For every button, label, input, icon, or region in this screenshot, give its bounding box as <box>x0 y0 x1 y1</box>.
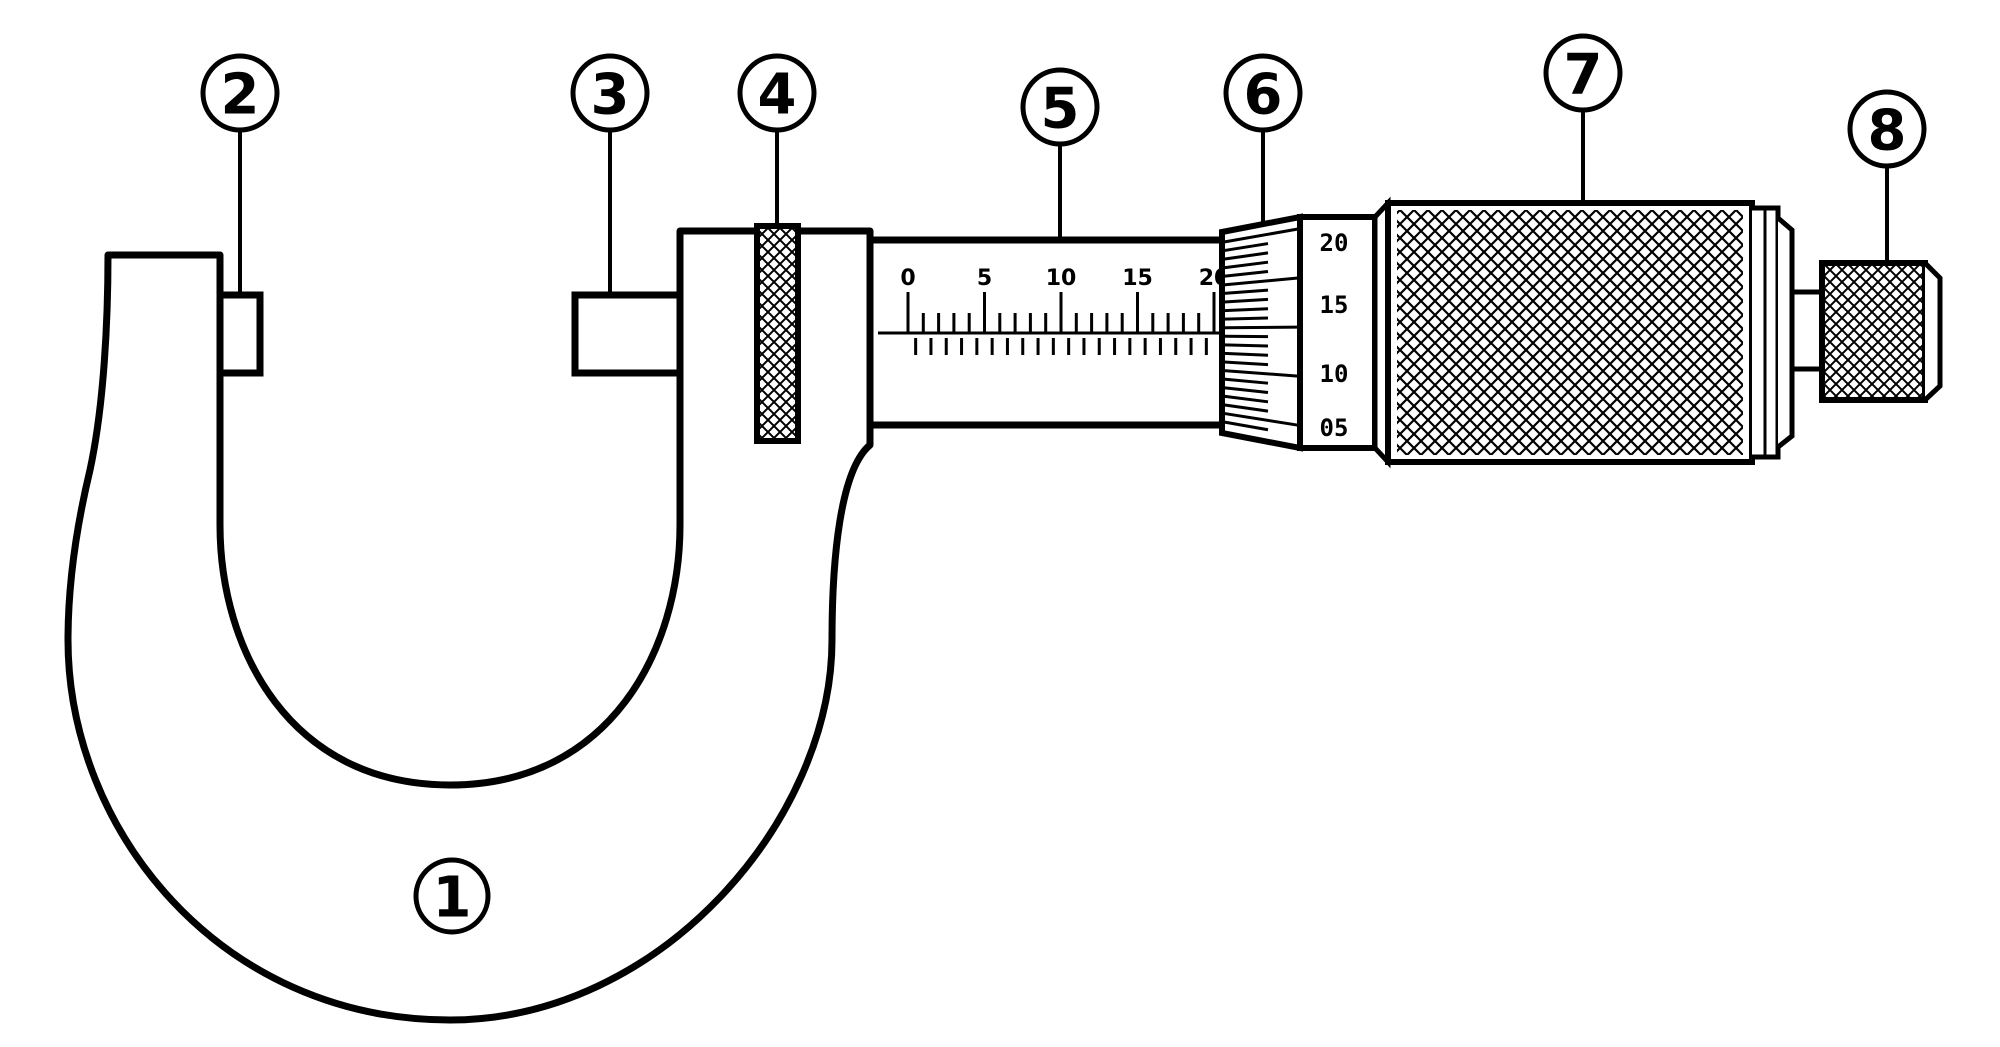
callout-5-label: 5 <box>1041 77 1080 142</box>
thimble-scale-band: 20 15 10 05 <box>1297 214 1378 451</box>
thimble-tick <box>1223 288 1269 295</box>
frame <box>64 227 874 1024</box>
thimble-tick <box>1223 316 1269 321</box>
thimble-tick <box>1223 360 1269 367</box>
thimble-tick <box>1223 394 1269 404</box>
callout-1-label: 1 <box>433 866 472 931</box>
sleeve: 0 5 10 15 20 <box>866 236 1229 429</box>
callout-3: 3 <box>570 53 650 295</box>
thimble-tick <box>1223 343 1269 348</box>
thimble-tick <box>1223 411 1299 427</box>
thimble-tick <box>1223 420 1269 432</box>
callout-2-label: 2 <box>221 63 260 128</box>
thimble-label-05: 05 <box>1320 414 1349 442</box>
callout-5: 5 <box>1020 67 1100 240</box>
thimble-tick <box>1223 377 1269 385</box>
thimble-tick <box>1223 386 1269 394</box>
thimble-tick <box>1223 369 1299 378</box>
thimble-tick <box>1223 351 1269 357</box>
callout-4-label: 4 <box>758 63 797 128</box>
callout-8-label: 8 <box>1868 99 1907 164</box>
thimble-tick <box>1223 276 1299 287</box>
thimble-tick <box>1223 297 1269 304</box>
thimble-label-15: 15 <box>1320 291 1349 319</box>
sleeve-scale-label: 0 <box>900 266 915 291</box>
callout-3-label: 3 <box>591 63 630 128</box>
thimble-tick <box>1223 260 1269 270</box>
callout-6-label: 6 <box>1244 63 1283 128</box>
sleeve-graduations <box>906 292 1216 355</box>
thimble-tick <box>1223 403 1269 413</box>
callout-1: 1 <box>413 857 491 935</box>
thimble-tick <box>1223 270 1269 278</box>
thimble-tick <box>1223 242 1269 253</box>
callout-8: 8 <box>1847 89 1927 263</box>
ratchet <box>1789 260 1943 403</box>
sleeve-scale-label: 15 <box>1122 266 1153 291</box>
thimble-tick <box>1223 307 1269 313</box>
callout-7-label: 7 <box>1564 43 1603 108</box>
callout-2: 2 <box>200 53 280 295</box>
thimble-tick <box>1223 227 1299 244</box>
thimble-tick <box>1223 251 1269 261</box>
lock-nut <box>754 223 801 444</box>
thimble-graduations <box>1223 227 1299 432</box>
sleeve-scale-label: 10 <box>1046 266 1077 291</box>
thimble <box>1372 196 1795 469</box>
callout-7: 7 <box>1543 33 1623 203</box>
thimble-label-20: 20 <box>1320 229 1349 257</box>
anvil <box>216 291 264 377</box>
thimble-bevel <box>1219 213 1303 452</box>
thimble-tick <box>1223 325 1299 330</box>
callout-6: 6 <box>1223 53 1303 222</box>
thimble-label-10: 10 <box>1320 360 1349 388</box>
callout-4: 4 <box>737 53 817 226</box>
spindle <box>571 291 684 377</box>
sleeve-scale-label: 5 <box>977 266 992 291</box>
